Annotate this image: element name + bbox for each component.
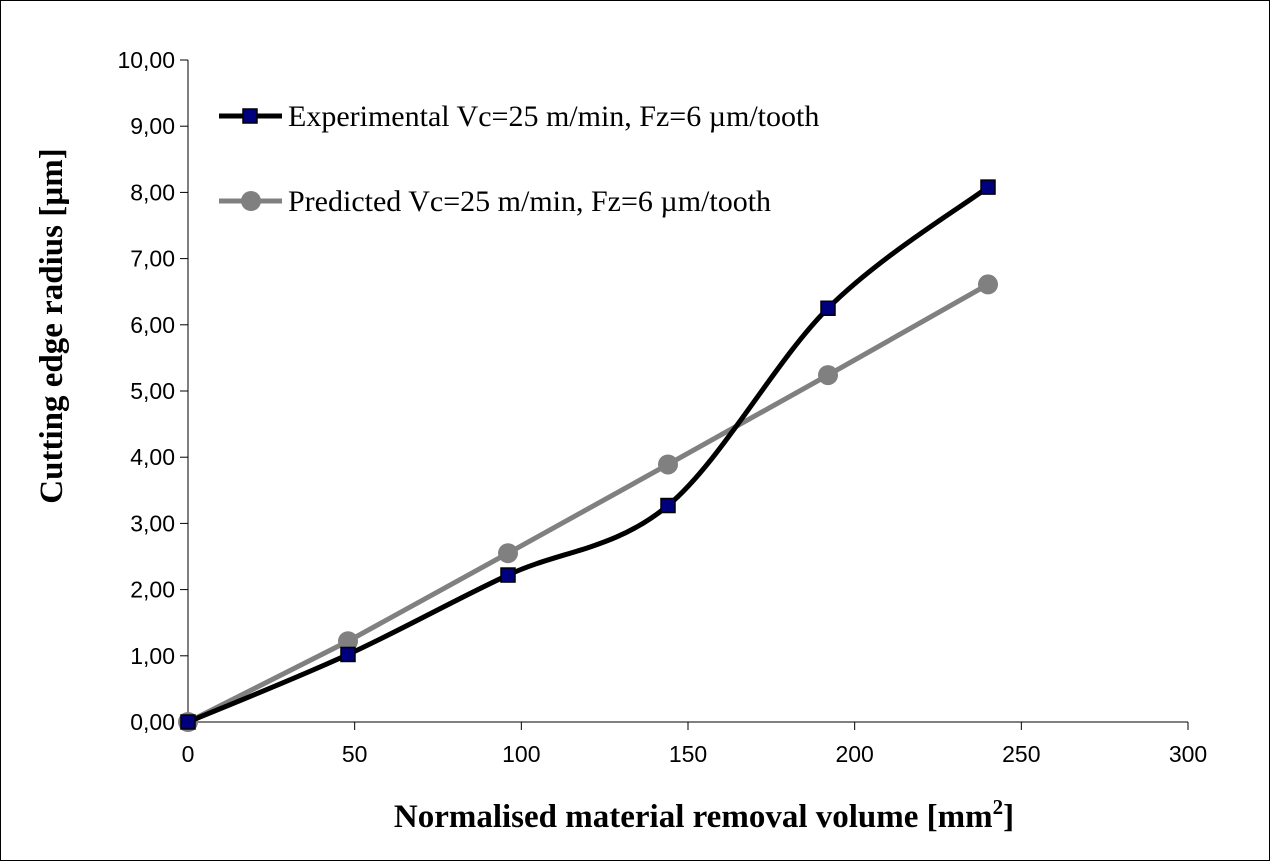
x-axis-title: Normalised material removal volume [mm2] xyxy=(394,795,1014,835)
y-tick-label: 10,00 xyxy=(117,47,175,73)
y-tick-label: 0,00 xyxy=(130,709,175,735)
x-tick-label: 100 xyxy=(502,741,540,767)
series-predicted xyxy=(178,274,998,732)
legend-entry-predicted: Predicted Vc=25 m/min, Fz=6 µm/tooth xyxy=(219,185,771,218)
x-tick-label: 0 xyxy=(182,741,195,767)
series-experimental xyxy=(180,179,996,730)
data-point-predicted xyxy=(338,631,358,652)
y-tick-label: 4,00 xyxy=(130,444,175,470)
series-line-predicted xyxy=(186,282,990,725)
data-point-predicted xyxy=(978,274,998,295)
x-tick-label: 50 xyxy=(342,741,368,767)
x-tick-label: 300 xyxy=(1169,741,1207,767)
data-point-predicted xyxy=(498,543,518,564)
y-tick-label: 8,00 xyxy=(130,179,175,205)
data-point-experimental xyxy=(180,714,196,730)
legend-marker-circle-icon xyxy=(241,191,261,211)
x-tick-label: 200 xyxy=(835,741,873,767)
series-line-experimental xyxy=(187,185,990,725)
y-tick-label: 5,00 xyxy=(130,378,175,404)
legend: Experimental Vc=25 m/min, Fz=6 µm/tooth … xyxy=(219,100,819,218)
x-tick-label: 250 xyxy=(1002,741,1040,767)
y-axis-title: Cutting edge radius [µm] xyxy=(34,148,70,503)
data-point-experimental xyxy=(660,497,676,514)
y-tick-label: 7,00 xyxy=(130,246,175,272)
axes xyxy=(187,60,1188,723)
data-point-experimental xyxy=(820,300,836,316)
legend-entry-experimental: Experimental Vc=25 m/min, Fz=6 µm/tooth xyxy=(219,100,819,133)
data-point-predicted xyxy=(658,454,678,475)
data-point-experimental xyxy=(500,567,516,583)
y-tick-label: 6,00 xyxy=(130,312,175,338)
x-tick-label: 150 xyxy=(669,741,707,767)
legend-label-experimental: Experimental Vc=25 m/min, Fz=6 µm/tooth xyxy=(288,100,819,133)
y-tick-label: 2,00 xyxy=(130,577,175,603)
x-axis-title-main: Normalised material removal volume [mm xyxy=(394,799,993,835)
y-axis-ticks: 0,00 1,00 2,00 3,00 4,00 5,00 6,00 7,00 8,00 9,00… xyxy=(117,47,188,735)
data-point-predicted xyxy=(818,365,838,386)
data-point-experimental xyxy=(980,179,996,195)
series-layer xyxy=(178,179,998,732)
data-point-experimental xyxy=(340,646,356,663)
legend-label-predicted: Predicted Vc=25 m/min, Fz=6 µm/tooth xyxy=(288,185,771,218)
legend-marker-square-icon xyxy=(242,108,258,124)
y-tick-label: 3,00 xyxy=(130,510,175,536)
x-axis-title-suffix: ] xyxy=(1003,799,1014,835)
y-tick-label: 9,00 xyxy=(130,113,175,139)
y-tick-label: 1,00 xyxy=(130,643,175,669)
x-axis-title-superscript: 2 xyxy=(993,795,1004,819)
x-axis-ticks: 0 50 100 150 200 250 300 xyxy=(182,722,1207,767)
